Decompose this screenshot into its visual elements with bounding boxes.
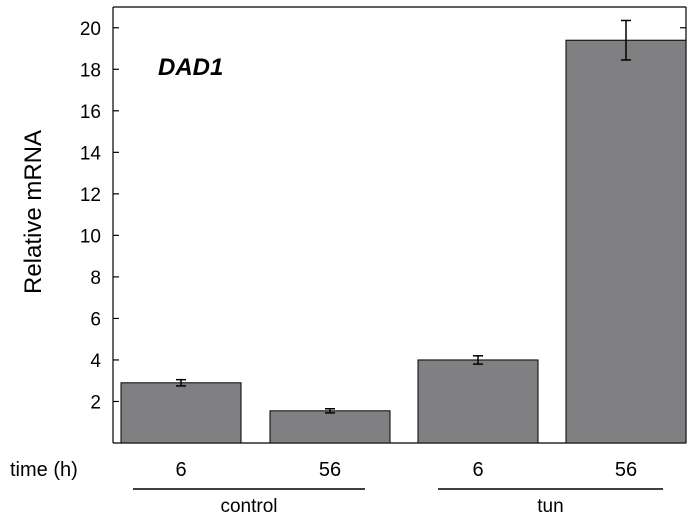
x-tick-labels: 6 56 6 56	[175, 459, 637, 481]
y-tick-label: 18	[80, 60, 101, 81]
y-tick-label: 6	[90, 309, 101, 330]
y-tick-label: 8	[90, 268, 101, 289]
y-tick-label: 14	[80, 143, 102, 164]
group-labels: control tun	[133, 488, 663, 517]
chart-title: DAD1	[158, 54, 223, 81]
group-label: tun	[537, 496, 563, 517]
y-tick-label: 20	[80, 19, 101, 40]
x-row-label: time (h)	[10, 459, 78, 481]
error-bars	[176, 19, 631, 414]
x-tick-label: 56	[615, 459, 637, 481]
y-axis-label: Relative mRNA	[20, 130, 47, 294]
bar	[565, 39, 687, 444]
y-tick-label: 12	[80, 185, 101, 206]
bar	[417, 359, 539, 444]
group-label: control	[220, 496, 277, 517]
x-tick-label: 6	[175, 459, 186, 481]
bars	[120, 39, 687, 444]
y-tick-label: 2	[90, 392, 101, 413]
x-tick-label: 56	[319, 459, 341, 481]
bar	[120, 382, 242, 444]
x-tick-label: 6	[472, 459, 483, 481]
y-tick-label: 16	[80, 102, 101, 123]
y-tick-label: 4	[90, 351, 101, 372]
bar	[269, 410, 391, 444]
y-tick-label: 10	[80, 226, 101, 247]
